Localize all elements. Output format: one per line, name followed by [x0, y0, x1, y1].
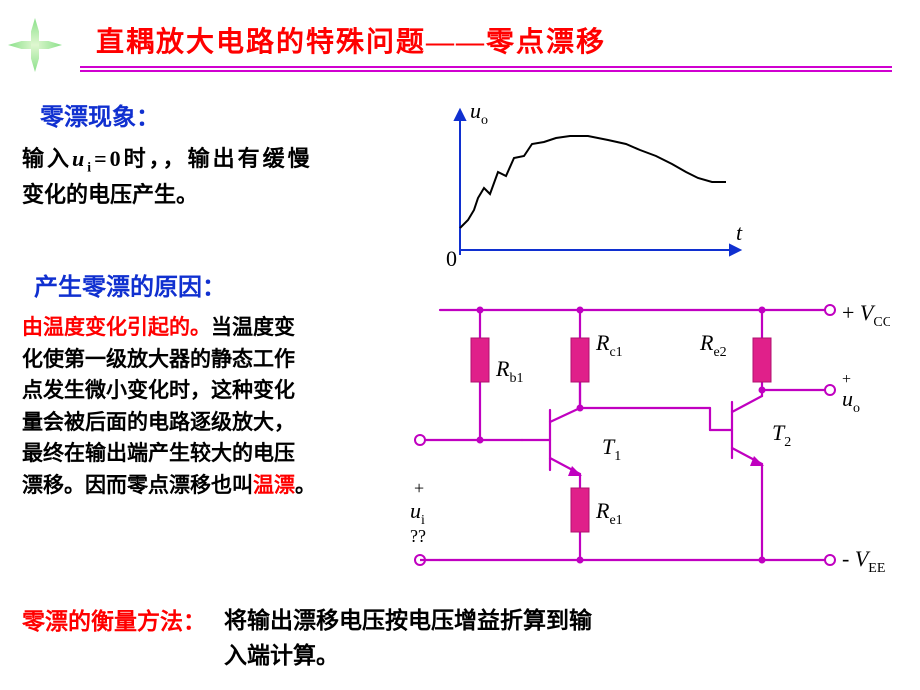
- s1-l2: 变化的电压产生。: [22, 182, 198, 207]
- svg-text:Rc1: Rc1: [595, 330, 623, 360]
- svg-text:+: +: [414, 478, 424, 498]
- s3-heading: 零漂的衡量方法：: [22, 604, 206, 640]
- s1-heading: 零漂现象：: [40, 100, 160, 137]
- s1-t1: 输入: [22, 146, 72, 171]
- g-y: u: [470, 100, 481, 123]
- svg-text:uo: uo: [470, 100, 488, 128]
- drift-graph: uo t 0: [440, 100, 750, 270]
- g-ys: o: [481, 113, 488, 128]
- s3-body: 将输出漂移电压按电压增益折算到输 入端计算。: [224, 604, 592, 673]
- s2-l6r: 温漂: [253, 473, 295, 497]
- s2-heading: 产生零漂的原因：: [34, 270, 226, 307]
- s3-l1: 将输出漂移电压按电压增益折算到输: [224, 608, 592, 633]
- s2-l6b: 。: [295, 473, 316, 497]
- g-o: 0: [446, 246, 457, 270]
- s2-l3: 点发生微小变化时，这种变化: [22, 378, 295, 402]
- circuit-diagram: Rb1 Rc1 Re1 Re2 T1 T2 + VCC - VEE + uo +…: [410, 290, 890, 580]
- s2-l2: 化使第一级放大器的静态工作: [22, 347, 295, 371]
- s2-l5: 最终在输出端产生较大的电压: [22, 441, 295, 465]
- s1-body: 输入ui=0时，，输出有缓慢 变化的电压产生。: [22, 142, 392, 212]
- star-icon: [8, 18, 62, 72]
- svg-text:T1: T1: [602, 434, 621, 464]
- svg-text:ui: ui: [410, 498, 425, 528]
- s2-body: 由温度变化引起的。当温度变 化使第一级放大器的静态工作 点发生微小变化时，这种变…: [22, 312, 392, 501]
- svg-text:??: ??: [410, 526, 426, 546]
- svg-text:Re1: Re1: [595, 498, 623, 528]
- svg-text:Rb1: Rb1: [495, 356, 523, 386]
- svg-text:uo: uo: [842, 386, 860, 416]
- s1-t2: =0时，，输出有缓慢: [94, 146, 313, 171]
- s2-r1: 当温度变: [211, 315, 295, 339]
- svg-text:Re2: Re2: [699, 330, 727, 360]
- svg-text:- VEE: - VEE: [842, 546, 885, 576]
- s2-l4: 量会被后面的电路逐级放大，: [22, 410, 295, 434]
- s3-l2: 入端计算。: [224, 643, 339, 668]
- s2-l6a: 漂移。因而零点漂移也叫: [22, 473, 253, 497]
- svg-text:T2: T2: [772, 420, 791, 450]
- svg-text:+ VCC: + VCC: [842, 300, 890, 330]
- title-underline: [80, 66, 892, 72]
- page-title: 直耦放大电路的特殊问题——零点漂移: [96, 20, 606, 60]
- s1-var: u: [72, 146, 87, 171]
- s2-red: 由温度变化引起的。: [22, 315, 211, 339]
- g-x: t: [736, 220, 743, 245]
